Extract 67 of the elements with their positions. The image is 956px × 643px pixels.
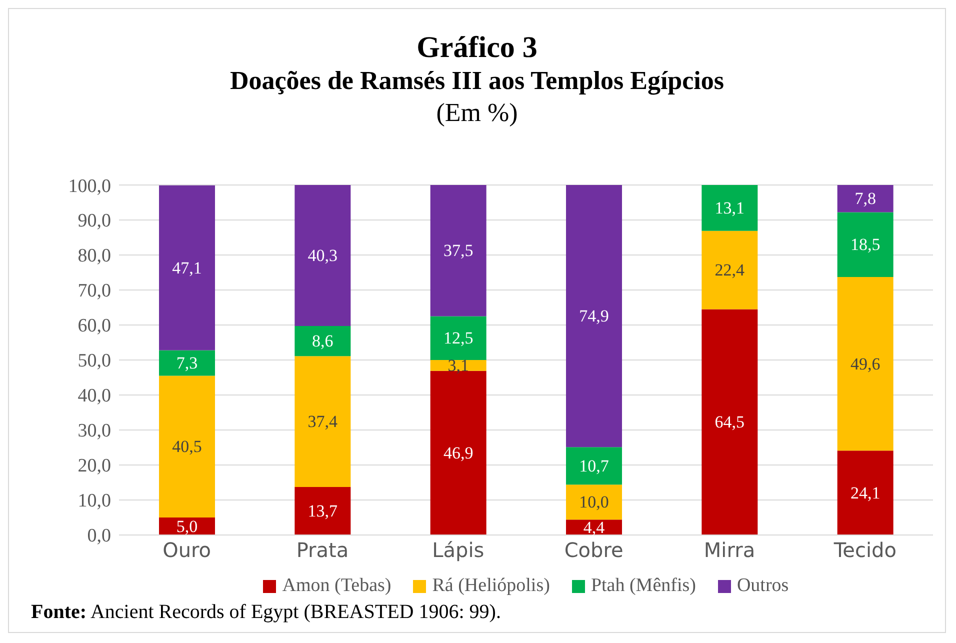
x-tick-label: Cobre <box>564 538 624 562</box>
data-label: 12,5 <box>443 328 474 348</box>
data-label: 10,7 <box>579 456 610 476</box>
legend-label: Amon (Tebas) <box>281 575 392 597</box>
bar <box>837 277 894 451</box>
y-tick-label: 100,0 <box>68 176 111 197</box>
data-label: 64,5 <box>714 412 745 432</box>
bar <box>159 376 215 518</box>
x-tick-label: Tecido <box>832 538 896 562</box>
y-tick-label: 90,0 <box>78 210 111 232</box>
y-tick-label: 60,0 <box>78 316 111 337</box>
data-label: 3,1 <box>448 356 469 375</box>
data-label: 22,4 <box>714 260 746 280</box>
y-tick-label: 40,0 <box>78 386 111 407</box>
y-tick-label: 70,0 <box>78 280 111 302</box>
data-label: 40,3 <box>308 246 338 266</box>
bar <box>702 185 758 231</box>
source-note: Fonte: Ancient Records of Egypt (BREASTED 1906: 99). <box>31 601 501 624</box>
data-label: 13,1 <box>714 198 745 218</box>
legend-label: Ptah (Mênfis) <box>590 575 696 597</box>
y-tick-label: 50,0 <box>78 350 111 372</box>
y-tick-label: 80,0 <box>78 246 111 267</box>
bar <box>837 212 894 278</box>
data-label: 18,5 <box>850 235 880 254</box>
y-tick-label: 10,0 <box>78 490 111 512</box>
data-label: 74,9 <box>579 306 609 326</box>
data-label: 40,5 <box>172 437 202 456</box>
bar <box>837 450 894 535</box>
bar <box>159 350 215 376</box>
chart-subtitle: Doações de Ramsés III aos Templos Egípcios <box>228 65 726 97</box>
x-tick-label: Prata <box>296 538 349 562</box>
y-tick-label: 30,0 <box>78 420 111 442</box>
data-label: 37,4 <box>308 412 338 432</box>
data-label: 49,6 <box>850 354 880 374</box>
data-label: 46,9 <box>443 443 474 462</box>
bar <box>837 185 894 212</box>
data-label: 10,0 <box>579 492 609 512</box>
x-tick-label: Lápis <box>432 538 484 562</box>
data-label: 37,5 <box>443 241 474 260</box>
data-label: 24,1 <box>850 483 880 502</box>
bar <box>566 185 622 448</box>
bar <box>566 484 622 520</box>
bar <box>430 316 486 360</box>
chart-title: Gráfico 3 <box>416 31 538 65</box>
bar <box>566 447 622 485</box>
data-label: 13,7 <box>308 502 338 521</box>
bar <box>294 487 351 535</box>
bar <box>294 185 351 326</box>
x-tick-label: Ouro <box>162 538 212 562</box>
legend-label: Rá (Heliópolis) <box>431 575 550 597</box>
y-tick-label: 0,0 <box>87 526 111 547</box>
legend-label: Outros <box>736 575 789 597</box>
data-label: 8,6 <box>312 332 334 351</box>
data-label: 4,4 <box>583 518 606 537</box>
data-label: 7,3 <box>176 353 198 372</box>
bar <box>702 230 758 310</box>
data-label: 7,8 <box>854 189 876 208</box>
bar <box>294 326 351 356</box>
bar <box>159 185 215 350</box>
bar <box>294 356 351 488</box>
bar <box>702 309 758 535</box>
x-tick-label: Mirra <box>704 538 756 562</box>
bar <box>430 185 486 316</box>
data-label: 5,0 <box>176 516 198 536</box>
y-axis-title: (Em %) <box>435 97 519 129</box>
y-tick-label: 20,0 <box>78 456 111 477</box>
data-label: 47,1 <box>172 258 202 278</box>
